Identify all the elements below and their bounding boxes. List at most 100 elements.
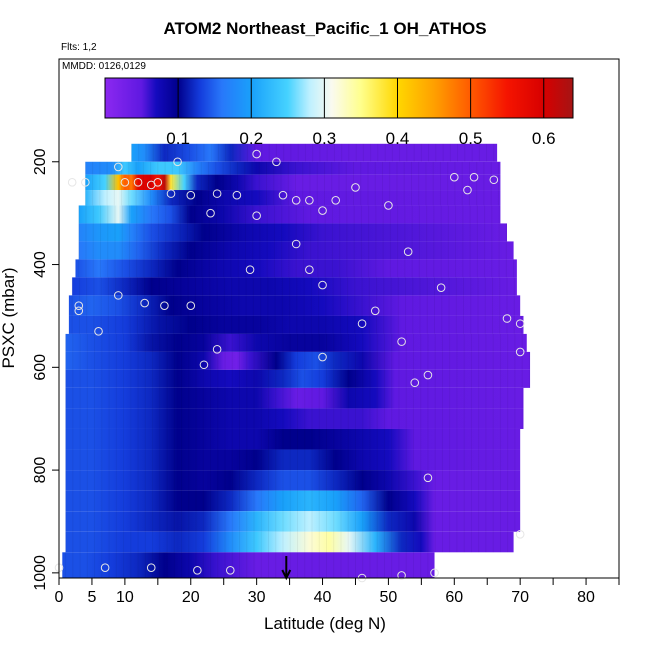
sample-point [397, 571, 406, 580]
sample-point [436, 283, 446, 292]
colorbar-tick-label: 0.6 [532, 129, 556, 148]
sample-point [318, 352, 327, 362]
sample-point [384, 201, 393, 210]
heatmap-cell-row [85, 174, 501, 191]
heatmap-cell-row [65, 490, 521, 512]
heatmap-cell-row [65, 387, 524, 409]
chart-title: ATOM2 Northeast_Pacific_1 OH_ATHOS [163, 19, 487, 38]
y-tick-label: 400 [32, 251, 49, 278]
colorbar-ramp [104, 77, 574, 119]
sample-point [186, 301, 196, 310]
colorbar-tick-label: 0.3 [313, 129, 337, 148]
sample-point [140, 298, 149, 308]
x-axis-label: Latitude (deg N) [264, 614, 386, 633]
sample-point [166, 189, 176, 198]
heatmap-cell-row [65, 333, 527, 352]
sample-point [146, 563, 156, 573]
colorbar-tick-label: 0.2 [239, 129, 263, 148]
sample-point [357, 319, 367, 328]
x-tick-label: 60 [445, 589, 463, 606]
sample-point [252, 149, 261, 159]
heatmap-layer [62, 143, 531, 578]
sample-point [489, 175, 499, 185]
sample-point [225, 565, 235, 575]
heatmap-cell-row [78, 223, 507, 242]
x-tick-label: 50 [380, 589, 398, 606]
sample-point [318, 206, 327, 215]
sample-point [291, 196, 301, 205]
sample-point [430, 568, 439, 578]
sample-point [212, 189, 222, 198]
heatmap-cell-row [65, 369, 531, 388]
sample-point [403, 247, 413, 256]
sample-point [423, 370, 433, 380]
sample-point [81, 178, 90, 187]
sample-point [94, 327, 103, 336]
heatmap-cell-row [68, 295, 521, 316]
x-tick-label: 30 [248, 589, 266, 606]
sample-points-layer [54, 149, 525, 583]
heatmap-cell-row [65, 511, 521, 532]
arrow-head [281, 569, 292, 581]
heatmap-cell-row [65, 351, 531, 370]
heatmap-cell-row [78, 241, 514, 260]
sample-point [305, 265, 314, 274]
x-tick-label: 5 [87, 589, 96, 606]
sample-point [173, 157, 182, 167]
sample-point [160, 301, 169, 310]
heatmap-cell-row [62, 552, 435, 578]
sample-point [331, 196, 341, 205]
sample-point [278, 190, 288, 200]
sample-point [463, 185, 472, 195]
colorbar-tick-label: 0.1 [166, 129, 190, 148]
sample-point [252, 211, 261, 221]
sample-point [113, 291, 123, 300]
sample-point [74, 306, 84, 316]
sample-point [272, 157, 281, 167]
colorbar-tick-label: 0.4 [386, 129, 410, 148]
heatmap-cell-row [65, 408, 524, 429]
y-tick-label: 1000 [32, 555, 49, 591]
sample-point [120, 178, 130, 187]
mmdd-label: MMDD: 0126,0129 [62, 61, 146, 72]
sample-point [515, 319, 525, 328]
sample-point [305, 196, 314, 205]
sample-point [113, 162, 123, 172]
sample-point [67, 178, 77, 187]
heatmap-cell-row [72, 277, 517, 296]
sample-point [133, 178, 143, 187]
heatmap-cell-row [65, 470, 521, 491]
sample-point [199, 360, 209, 370]
sample-point [193, 565, 202, 575]
y-tick-label: 800 [32, 457, 49, 484]
heatmap-cell-row [85, 161, 501, 175]
colorbar-tick-label: 0.5 [459, 129, 483, 148]
sample-point [423, 473, 433, 483]
x-tick-label: 10 [116, 589, 134, 606]
sample-point [502, 314, 512, 323]
heatmap-cell-row [75, 259, 517, 278]
sample-point [515, 347, 525, 357]
heatmap-cell-row [65, 428, 521, 450]
y-axis: 200 400 600 800 1000 [32, 148, 59, 591]
heatmap-cell-row [65, 531, 514, 553]
sample-point [410, 378, 420, 388]
sample-point [370, 306, 380, 316]
heatmap-cell-row [131, 143, 498, 162]
heatmap-cell-row [78, 205, 501, 224]
flights-label: Flts: 1,2 [61, 42, 97, 53]
sample-point [397, 337, 406, 346]
x-axis: 0 5 10 20 30 40 50 60 70 80 [55, 578, 620, 606]
heatmap-cell-row [68, 315, 524, 334]
x-tick-label: 20 [182, 589, 200, 606]
sample-point [232, 190, 242, 200]
x-tick-label: 0 [55, 589, 64, 606]
plot-frame [58, 58, 620, 579]
x-tick-label: 80 [577, 589, 595, 606]
sample-point [291, 239, 301, 249]
y-axis-label: PSXC (mbar) [0, 267, 18, 369]
x-tick-label: 70 [511, 589, 529, 606]
sample-point [351, 183, 360, 192]
sample-point [100, 563, 110, 573]
sample-point [212, 345, 222, 354]
